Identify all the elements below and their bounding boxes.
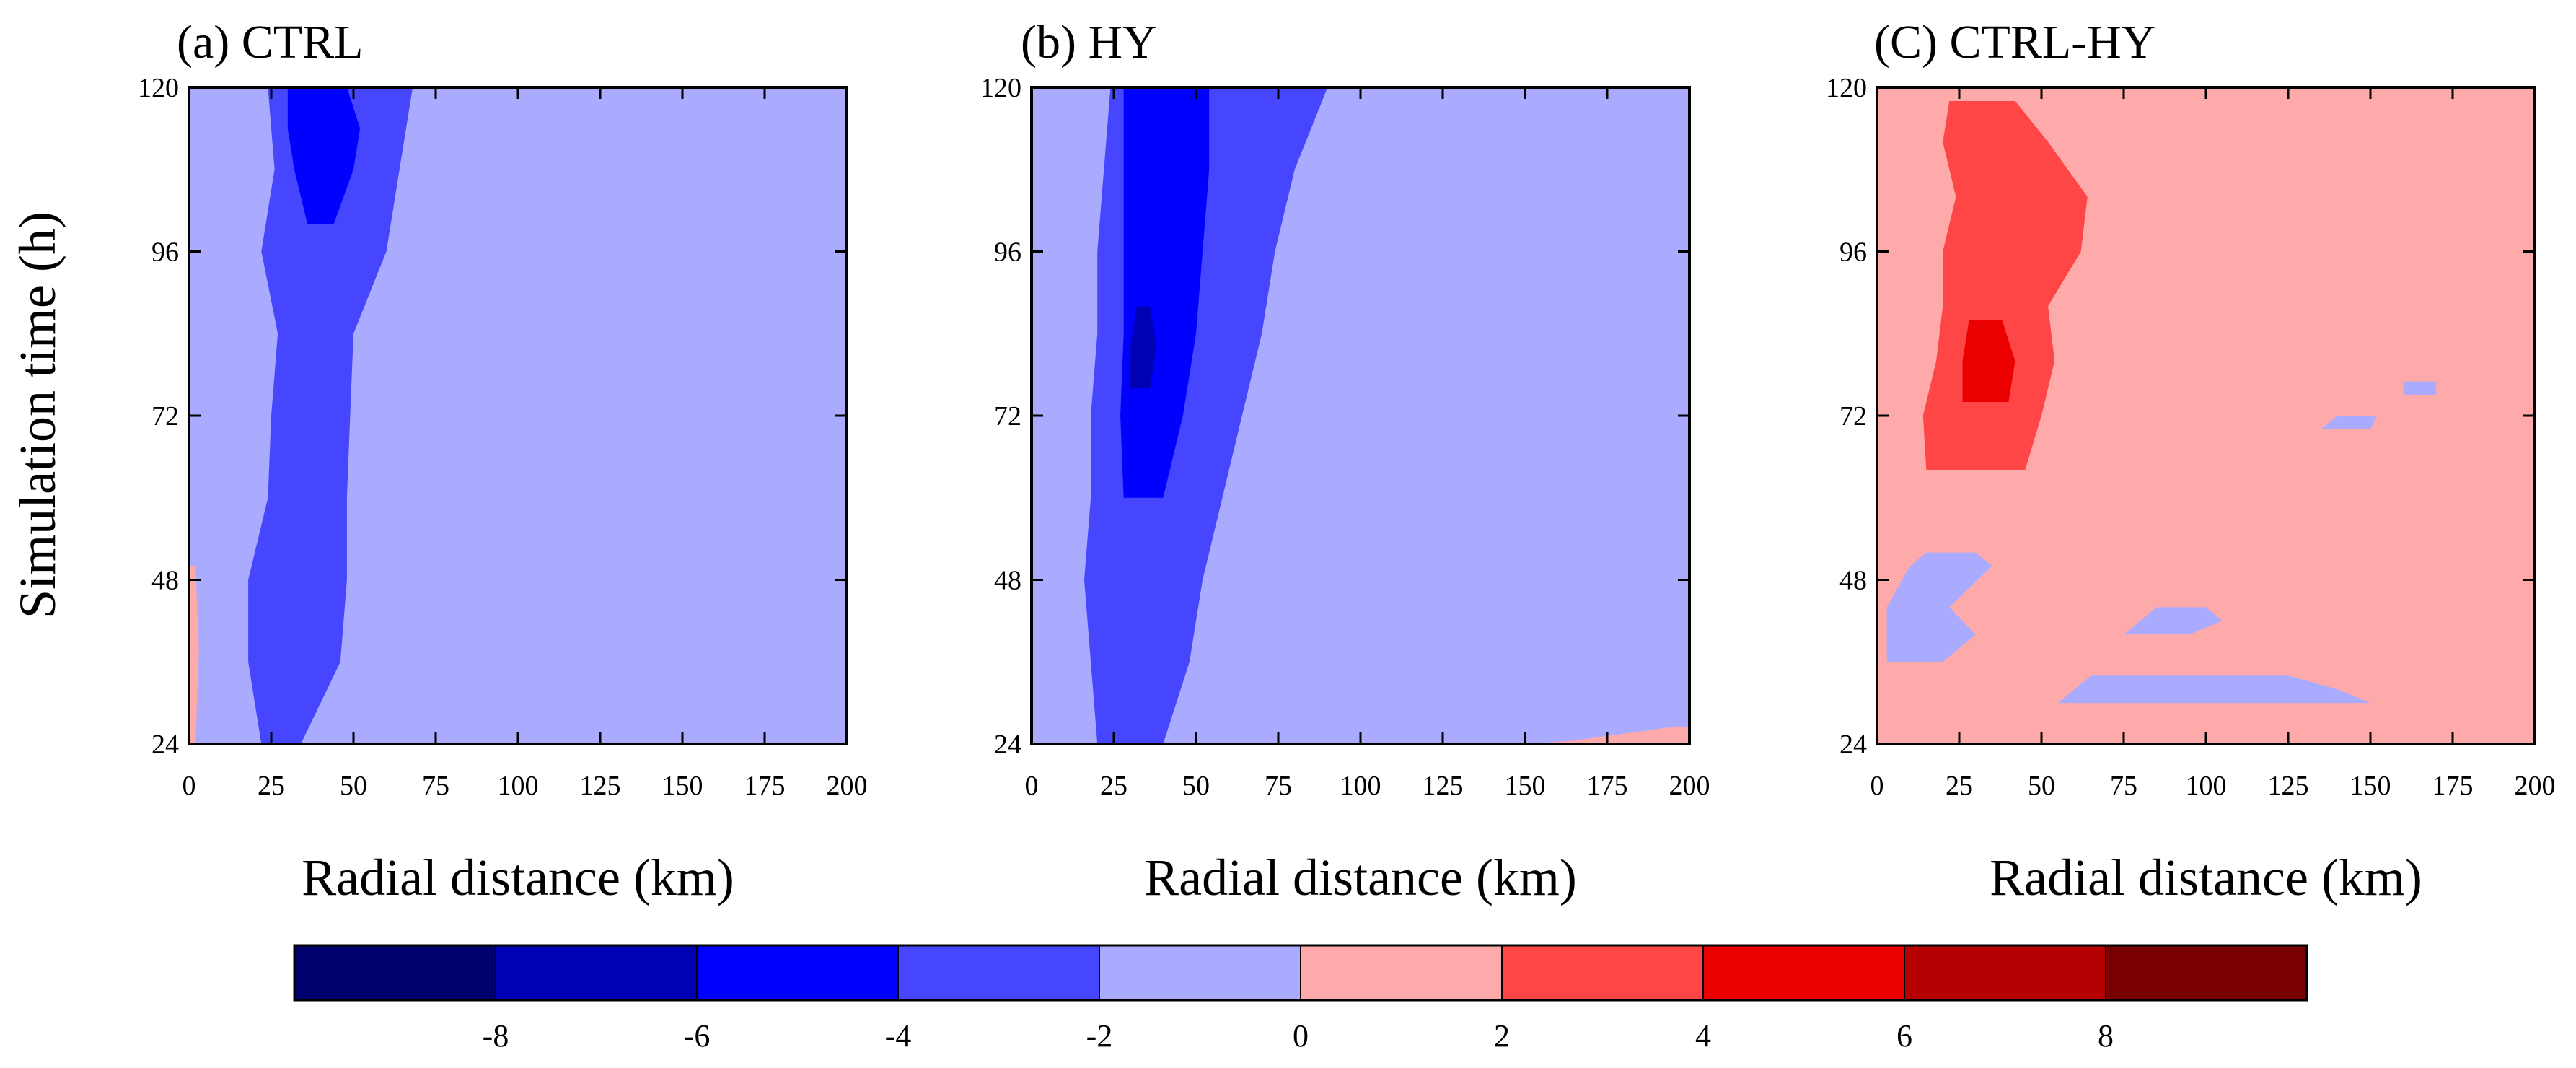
colorbar-swatch xyxy=(2105,945,2308,1001)
colorbar-swatch xyxy=(897,945,1100,1001)
colorbar-frame xyxy=(293,944,2308,1002)
x-tick-label: 200 xyxy=(2515,771,2556,801)
panel-title: (b) HY xyxy=(1021,16,1157,69)
x-tick-label: 50 xyxy=(1182,771,1210,801)
x-tick-label: 175 xyxy=(2432,771,2474,801)
colorbar-swatch xyxy=(1702,945,1905,1001)
contour-region xyxy=(1886,552,1992,662)
colorbar-swatch xyxy=(495,945,698,1001)
contour-region xyxy=(2124,607,2223,635)
x-tick-label: 125 xyxy=(1423,771,1464,801)
contour-region xyxy=(1962,320,2015,402)
y-tick-label: 48 xyxy=(151,566,179,596)
x-tick-label: 25 xyxy=(1946,771,1973,801)
x-tick-label: 25 xyxy=(258,771,285,801)
y-tick-label: 96 xyxy=(994,237,1021,268)
colorbar-tick-label: 0 xyxy=(1293,1018,1309,1054)
x-tick-label: 100 xyxy=(1340,771,1381,801)
x-tick-label: 150 xyxy=(1505,771,1546,801)
y-tick-label: 120 xyxy=(980,73,1021,103)
y-tick-label: 72 xyxy=(151,401,179,432)
contour-region xyxy=(248,87,413,744)
y-tick-label: 24 xyxy=(994,730,1021,760)
colorbar-swatch xyxy=(1904,945,2106,1001)
colorbar-tick-label: 4 xyxy=(1695,1018,1711,1054)
x-tick-label: 125 xyxy=(580,771,621,801)
x-tick-label: 0 xyxy=(1871,771,1884,801)
contour-region xyxy=(2057,675,2370,704)
panel-ctrl: (a) CTRL 0 25 50 75 100 125 150 175 200 24 48 72 96 1… xyxy=(138,16,868,906)
panel-ctrl-minus-hy: (C) CTRL-HY 0 25 50 75 100 125 150 175 200 24 48 72… xyxy=(1826,16,2556,906)
y-tick-label: 96 xyxy=(1839,237,1867,268)
colorbar-tick-label: -6 xyxy=(684,1018,711,1054)
y-tick-label: 72 xyxy=(1839,401,1867,432)
x-tick-label: 75 xyxy=(1265,771,1292,801)
colorbar-tick-label: -2 xyxy=(1086,1018,1113,1054)
contour-region xyxy=(1120,87,1210,498)
y-tick-label: 48 xyxy=(1839,566,1867,596)
colorbar-tick-label: -4 xyxy=(885,1018,912,1054)
colorbar: -8 -6 -4 -2 0 2 4 6 8 xyxy=(293,944,2308,1054)
x-tick-label: 0 xyxy=(183,771,196,801)
x-axis-label: Radial distance (km) xyxy=(1990,849,2422,906)
x-tick-label: 125 xyxy=(2268,771,2309,801)
colorbar-tick-label: -8 xyxy=(483,1018,509,1054)
y-tick-label: 120 xyxy=(1826,73,1867,103)
colorbar-swatch xyxy=(1501,945,1704,1001)
x-tick-label: 175 xyxy=(744,771,786,801)
colorbar-swatch xyxy=(1099,945,1301,1001)
colorbar-tick-label: 8 xyxy=(2098,1018,2114,1054)
x-tick-label: 75 xyxy=(2110,771,2137,801)
y-tick-label: 120 xyxy=(138,73,179,103)
y-tick-label: 24 xyxy=(1839,730,1867,760)
contour-region xyxy=(1525,727,1689,744)
x-axis-label: Radial distance (km) xyxy=(302,849,734,906)
contour-region xyxy=(287,87,361,224)
colorbar-swatch xyxy=(1300,945,1503,1001)
x-tick-label: 200 xyxy=(1669,771,1710,801)
contour-region xyxy=(2403,381,2437,395)
x-tick-label: 75 xyxy=(422,771,449,801)
colorbar-swatch xyxy=(294,945,496,1001)
x-tick-label: 150 xyxy=(662,771,703,801)
y-tick-label: 24 xyxy=(151,730,179,760)
contour-region xyxy=(2321,416,2378,429)
x-tick-label: 50 xyxy=(340,771,367,801)
y-tick-label: 48 xyxy=(994,566,1021,596)
contour-region xyxy=(1130,306,1157,389)
x-tick-label: 200 xyxy=(827,771,868,801)
colorbar-tick-label: 6 xyxy=(1896,1018,1912,1054)
colorbar-swatch xyxy=(696,945,899,1001)
panel-title: (C) CTRL-HY xyxy=(1874,16,2155,69)
panel-title: (a) CTRL xyxy=(177,16,363,69)
x-tick-label: 175 xyxy=(1587,771,1628,801)
x-tick-label: 150 xyxy=(2350,771,2391,801)
x-axis-label: Radial distance (km) xyxy=(1144,849,1577,906)
y-axis-label: Simulation time (h) xyxy=(9,211,66,618)
x-tick-label: 50 xyxy=(2028,771,2055,801)
panel-hy: (b) HY 0 25 50 75 100 125 150 175 200 24 48 72 96 120… xyxy=(980,16,1710,906)
contour-region xyxy=(189,566,199,744)
y-tick-label: 96 xyxy=(151,237,179,268)
colorbar-tick-label: 2 xyxy=(1494,1018,1510,1054)
y-tick-label: 72 xyxy=(994,401,1021,432)
x-tick-label: 25 xyxy=(1100,771,1127,801)
x-tick-label: 100 xyxy=(498,771,539,801)
x-tick-label: 100 xyxy=(2186,771,2227,801)
x-tick-label: 0 xyxy=(1025,771,1039,801)
